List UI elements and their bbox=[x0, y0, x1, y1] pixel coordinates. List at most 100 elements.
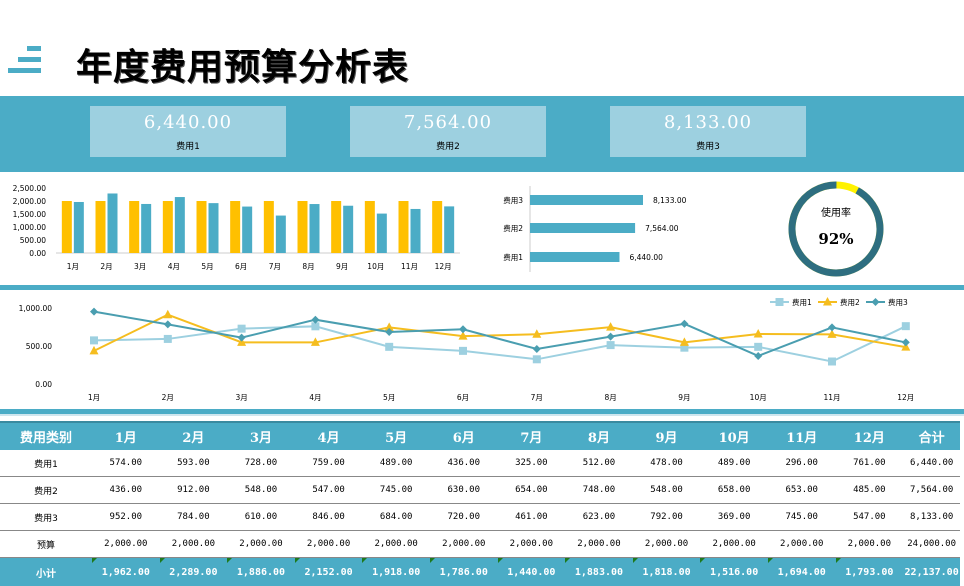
y-tick-label: 0.00 bbox=[29, 249, 46, 258]
column-header: 9月 bbox=[633, 422, 701, 450]
table-cell: 630.00 bbox=[430, 477, 498, 504]
marker-square bbox=[164, 335, 172, 343]
x-tick-label: 9月 bbox=[678, 393, 690, 402]
table-cell: 325.00 bbox=[498, 450, 566, 477]
table-cell: 369.00 bbox=[700, 504, 768, 531]
menu-lines-icon bbox=[0, 40, 50, 80]
marker-square bbox=[385, 343, 393, 351]
subtotal-cell: 1,883.00 bbox=[565, 558, 633, 586]
marker-square bbox=[238, 325, 246, 333]
table-cell: 846.00 bbox=[295, 504, 363, 531]
x-tick-label: 11月 bbox=[823, 393, 840, 402]
table-cell: 2,000.00 bbox=[92, 531, 160, 558]
data-label: 7,564.00 bbox=[645, 224, 679, 233]
column-header: 费用类别 bbox=[0, 422, 92, 450]
x-tick-label: 5月 bbox=[201, 262, 213, 271]
table-cell: 658.00 bbox=[700, 477, 768, 504]
marker-diamond bbox=[459, 325, 467, 333]
bar-subtotal bbox=[175, 197, 185, 253]
table-cell: 748.00 bbox=[565, 477, 633, 504]
table-cell: 2,000.00 bbox=[700, 531, 768, 558]
bar-budget bbox=[298, 201, 308, 253]
marker-diamond bbox=[607, 333, 615, 341]
table-cell: 2,000.00 bbox=[160, 531, 228, 558]
bar-subtotal bbox=[276, 216, 286, 253]
subtotal-cell: 1,516.00 bbox=[700, 558, 768, 586]
kpi-label: 费用3 bbox=[610, 139, 806, 152]
x-tick-label: 3月 bbox=[134, 262, 146, 271]
table-cell: 623.00 bbox=[565, 504, 633, 531]
kpi-label: 费用2 bbox=[350, 139, 546, 152]
bar-subtotal bbox=[209, 203, 219, 253]
row-label: 预算 bbox=[0, 531, 92, 558]
table-cell: 7,564.00 bbox=[903, 477, 960, 504]
bar-subtotal bbox=[242, 207, 252, 253]
marker-diamond bbox=[902, 338, 910, 346]
marker-diamond bbox=[533, 345, 541, 353]
bar-subtotal bbox=[108, 193, 118, 253]
x-tick-label: 1月 bbox=[67, 262, 79, 271]
kpi-value: 6,440.00 bbox=[90, 112, 286, 133]
subtotal-cell: 1,918.00 bbox=[362, 558, 430, 586]
marker-square bbox=[533, 355, 541, 363]
table-cell: 6,440.00 bbox=[903, 450, 960, 477]
x-tick-label: 6月 bbox=[235, 262, 247, 271]
bar-budget bbox=[331, 201, 341, 253]
separator bbox=[0, 285, 964, 290]
kpi-card-1: 6,440.00 费用1 bbox=[90, 106, 286, 157]
kpi-value: 7,564.00 bbox=[350, 112, 546, 133]
legend-label: 费用3 bbox=[888, 297, 908, 307]
x-tick-label: 10月 bbox=[750, 393, 767, 402]
bar-budget bbox=[399, 201, 409, 253]
table-cell: 8,133.00 bbox=[903, 504, 960, 531]
table-cell: 684.00 bbox=[362, 504, 430, 531]
hbar bbox=[530, 252, 619, 262]
marker-diamond bbox=[680, 320, 688, 328]
category-label: 费用2 bbox=[503, 223, 523, 233]
x-tick-label: 11月 bbox=[401, 262, 418, 271]
table-cell: 761.00 bbox=[836, 450, 904, 477]
page-title: 年度费用预算分析表 bbox=[76, 38, 409, 90]
bar-budget bbox=[432, 201, 442, 253]
data-label: 8,133.00 bbox=[653, 196, 687, 205]
row-label: 费用2 bbox=[0, 477, 92, 504]
bar-budget bbox=[62, 201, 72, 253]
table-cell: 548.00 bbox=[227, 477, 295, 504]
table-cell: 2,000.00 bbox=[633, 531, 701, 558]
column-header: 2月 bbox=[160, 422, 228, 450]
usage-gauge: 使用率 92% bbox=[780, 176, 890, 284]
table-cell: 784.00 bbox=[160, 504, 228, 531]
x-tick-label: 12月 bbox=[435, 262, 452, 271]
marker-square bbox=[90, 336, 98, 344]
x-tick-label: 3月 bbox=[235, 393, 247, 402]
bar-subtotal bbox=[310, 204, 320, 253]
marker-triangle bbox=[606, 322, 615, 331]
series-line bbox=[94, 326, 906, 361]
table-cell: 478.00 bbox=[633, 450, 701, 477]
table-cell: 2,000.00 bbox=[498, 531, 566, 558]
marker-diamond bbox=[872, 298, 880, 306]
y-tick-label: 1,000.00 bbox=[19, 304, 53, 313]
x-tick-label: 6月 bbox=[457, 393, 469, 402]
column-header: 6月 bbox=[430, 422, 498, 450]
bar-budget bbox=[197, 201, 207, 253]
column-header: 10月 bbox=[700, 422, 768, 450]
marker-diamond bbox=[90, 308, 98, 316]
gauge-value: 92% bbox=[818, 230, 853, 248]
table-cell: 720.00 bbox=[430, 504, 498, 531]
column-header: 12月 bbox=[836, 422, 904, 450]
marker-diamond bbox=[164, 320, 172, 328]
category-label: 费用1 bbox=[503, 252, 523, 262]
x-tick-label: 2月 bbox=[162, 393, 174, 402]
table-cell: 728.00 bbox=[227, 450, 295, 477]
x-tick-label: 7月 bbox=[531, 393, 543, 402]
table-cell: 24,000.00 bbox=[903, 531, 960, 558]
column-header: 5月 bbox=[362, 422, 430, 450]
subtotal-cell: 1,818.00 bbox=[633, 558, 701, 586]
column-header: 合计 bbox=[903, 422, 960, 450]
